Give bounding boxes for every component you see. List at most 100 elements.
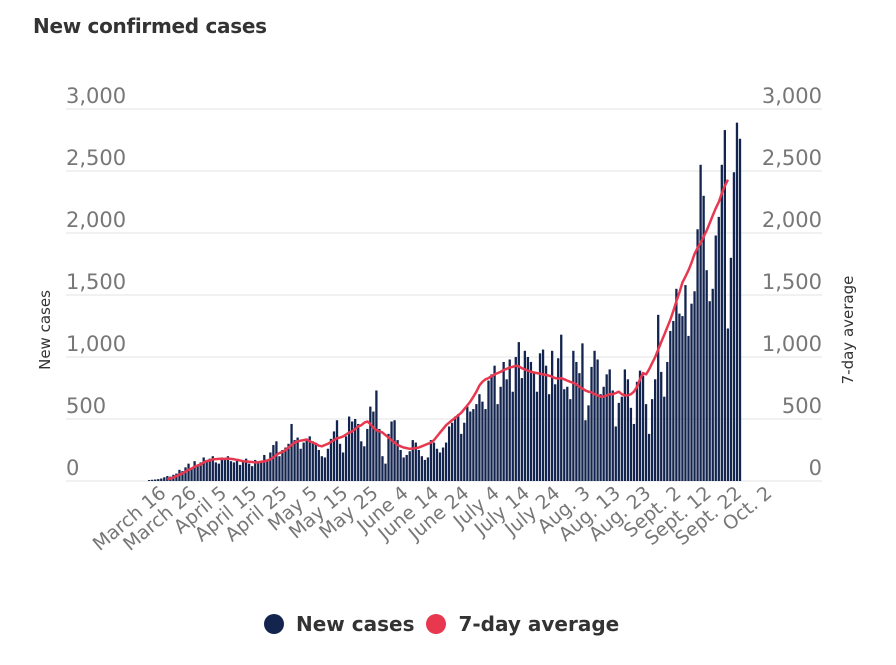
bar[interactable] bbox=[278, 456, 281, 481]
bar[interactable] bbox=[211, 456, 214, 481]
bar[interactable] bbox=[608, 369, 611, 481]
bar[interactable] bbox=[711, 288, 714, 481]
bar[interactable] bbox=[360, 441, 363, 481]
bar[interactable] bbox=[444, 442, 448, 481]
bar[interactable] bbox=[229, 461, 233, 481]
bar[interactable] bbox=[481, 401, 484, 481]
bar[interactable] bbox=[414, 442, 417, 481]
bar[interactable] bbox=[690, 303, 693, 481]
bar[interactable] bbox=[678, 313, 681, 481]
bar[interactable] bbox=[514, 357, 517, 481]
bar[interactable] bbox=[729, 257, 733, 481]
bar[interactable] bbox=[269, 452, 272, 481]
bar[interactable] bbox=[157, 479, 160, 481]
bar[interactable] bbox=[593, 350, 596, 481]
bar[interactable] bbox=[723, 130, 726, 481]
bar[interactable] bbox=[620, 396, 623, 481]
bar[interactable] bbox=[641, 375, 645, 481]
bar[interactable] bbox=[708, 301, 711, 481]
bar[interactable] bbox=[584, 420, 587, 481]
bar[interactable] bbox=[675, 288, 678, 481]
bar[interactable] bbox=[496, 404, 499, 481]
bar[interactable] bbox=[235, 459, 239, 481]
bar[interactable] bbox=[263, 454, 266, 481]
bar[interactable] bbox=[372, 411, 375, 481]
bar[interactable] bbox=[469, 411, 472, 481]
bar[interactable] bbox=[384, 463, 387, 481]
bar[interactable] bbox=[666, 361, 669, 481]
bar[interactable] bbox=[420, 456, 423, 481]
bar[interactable] bbox=[684, 285, 687, 481]
bar[interactable] bbox=[657, 314, 660, 481]
bar[interactable] bbox=[644, 404, 648, 481]
bar[interactable] bbox=[257, 462, 260, 481]
bar[interactable] bbox=[532, 371, 536, 481]
bar[interactable] bbox=[378, 428, 381, 481]
bar[interactable] bbox=[190, 468, 193, 481]
bar[interactable] bbox=[569, 399, 572, 481]
bar[interactable] bbox=[408, 451, 411, 481]
bar[interactable] bbox=[529, 361, 533, 481]
bar[interactable] bbox=[369, 406, 372, 481]
bar[interactable] bbox=[254, 459, 257, 481]
bar[interactable] bbox=[541, 349, 545, 481]
bar[interactable] bbox=[499, 386, 502, 481]
bar[interactable] bbox=[187, 463, 190, 481]
bar[interactable] bbox=[399, 450, 402, 481]
bar[interactable] bbox=[390, 421, 393, 481]
bar[interactable] bbox=[184, 467, 187, 481]
bar[interactable] bbox=[208, 458, 211, 481]
bar[interactable] bbox=[563, 389, 566, 481]
bar[interactable] bbox=[299, 448, 302, 481]
bar[interactable] bbox=[714, 235, 717, 481]
bar[interactable] bbox=[575, 361, 578, 481]
bar[interactable] bbox=[426, 457, 430, 481]
bar[interactable] bbox=[402, 457, 405, 481]
bar[interactable] bbox=[226, 456, 230, 481]
bar[interactable] bbox=[290, 423, 293, 481]
bar[interactable] bbox=[154, 479, 157, 481]
bar[interactable] bbox=[681, 316, 684, 481]
bar[interactable] bbox=[438, 452, 442, 481]
bar[interactable] bbox=[572, 350, 575, 481]
bar[interactable] bbox=[405, 454, 408, 481]
bar[interactable] bbox=[432, 442, 436, 481]
bar[interactable] bbox=[508, 359, 511, 481]
bar[interactable] bbox=[490, 374, 493, 481]
bar[interactable] bbox=[687, 335, 690, 481]
bar[interactable] bbox=[375, 390, 378, 481]
bar[interactable] bbox=[220, 457, 224, 481]
bar[interactable] bbox=[272, 445, 275, 481]
bar[interactable] bbox=[223, 458, 227, 481]
bar[interactable] bbox=[629, 407, 633, 481]
bar[interactable] bbox=[387, 433, 390, 481]
bar[interactable] bbox=[451, 422, 454, 481]
bar[interactable] bbox=[457, 414, 460, 481]
bar[interactable] bbox=[505, 379, 508, 481]
bar[interactable] bbox=[614, 426, 617, 481]
bar[interactable] bbox=[311, 441, 314, 481]
bar[interactable] bbox=[550, 350, 554, 481]
bar[interactable] bbox=[329, 438, 333, 481]
bar[interactable] bbox=[484, 409, 487, 481]
bar[interactable] bbox=[738, 138, 742, 481]
bar[interactable] bbox=[196, 464, 199, 481]
bar[interactable] bbox=[617, 402, 620, 481]
bar[interactable] bbox=[454, 416, 457, 481]
bar[interactable] bbox=[232, 462, 236, 481]
bar[interactable] bbox=[293, 440, 296, 481]
bar[interactable] bbox=[241, 461, 245, 481]
legend-item-new-cases[interactable]: New cases bbox=[264, 612, 414, 636]
bar[interactable] bbox=[669, 330, 672, 481]
bar[interactable] bbox=[320, 456, 324, 481]
bar[interactable] bbox=[493, 365, 496, 481]
bar[interactable] bbox=[354, 419, 357, 481]
bar[interactable] bbox=[148, 480, 151, 481]
bar[interactable] bbox=[296, 437, 299, 481]
bar[interactable] bbox=[623, 369, 627, 481]
bar[interactable] bbox=[663, 396, 666, 481]
bar[interactable] bbox=[332, 431, 336, 481]
bar[interactable] bbox=[199, 462, 202, 481]
bar[interactable] bbox=[466, 406, 469, 481]
bar[interactable] bbox=[202, 457, 205, 481]
